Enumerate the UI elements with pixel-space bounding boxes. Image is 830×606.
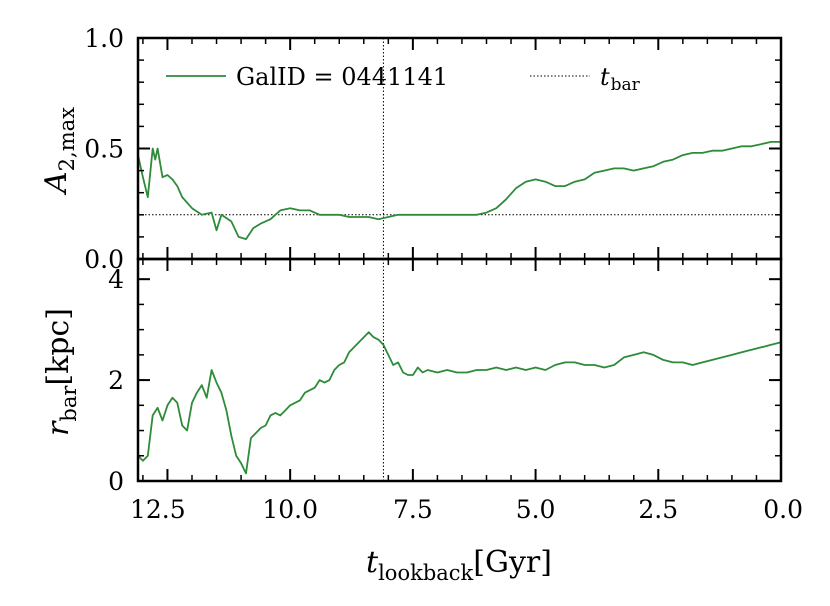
bottom-ytick-label: 4 (108, 265, 124, 294)
legend: GalID = 0441141 tbar (166, 63, 641, 95)
top-panel-frame (136, 36, 783, 261)
xlabel-unit: [Gyr] (473, 545, 552, 580)
bottom-panel: 0 2 4 12.5 10.0 7.5 5.0 2.5 0.0 rbar[kpc] tlook… (41, 257, 803, 585)
top-ytick-label: 0.0 (84, 245, 124, 274)
top-ytick-label: 1.0 (84, 24, 124, 53)
bottom-ylabel: rbar[kpc] (41, 308, 81, 436)
legend-label-galid: GalID = 0441141 (236, 63, 448, 91)
xlabel-sub: lookback (378, 561, 473, 585)
bottom-ytick-label: 0 (108, 467, 124, 496)
legend-label-tbar: tbar (600, 63, 641, 95)
top-panel: 0.0 0.5 1.0 GalID = 0441141 tbar A2,max (39, 24, 783, 274)
bottom-ylabel-main: r (41, 420, 76, 436)
top-ylabel: A2,max (39, 107, 79, 196)
xtick-label: 12.5 (130, 495, 186, 524)
xlabel-main: t (366, 545, 379, 580)
top-ylabel-sub: 2,max (55, 107, 79, 171)
bottom-ylabel-unit: [kpc] (41, 308, 76, 386)
xlabel: tlookback[Gyr] (366, 545, 552, 585)
bottom-ylabel-sub: bar (57, 385, 81, 422)
xtick-label: 7.5 (393, 495, 433, 524)
xtick-label: 2.5 (638, 495, 678, 524)
legend-tbar-main: t (600, 63, 610, 91)
xtick-label: 10.0 (262, 495, 318, 524)
top-ylabel-main: A (39, 171, 74, 196)
bottom-series-line-0 (137, 331, 782, 475)
bottom-ytick-label: 2 (108, 366, 124, 395)
top-ytick-label: 0.5 (84, 135, 124, 164)
xtick-label: 5.0 (516, 495, 556, 524)
bottom-panel-frame (136, 257, 783, 483)
legend-tbar-sub: bar (611, 75, 641, 95)
top-series-line-0 (137, 140, 781, 241)
xtick-label: 0.0 (763, 495, 803, 524)
